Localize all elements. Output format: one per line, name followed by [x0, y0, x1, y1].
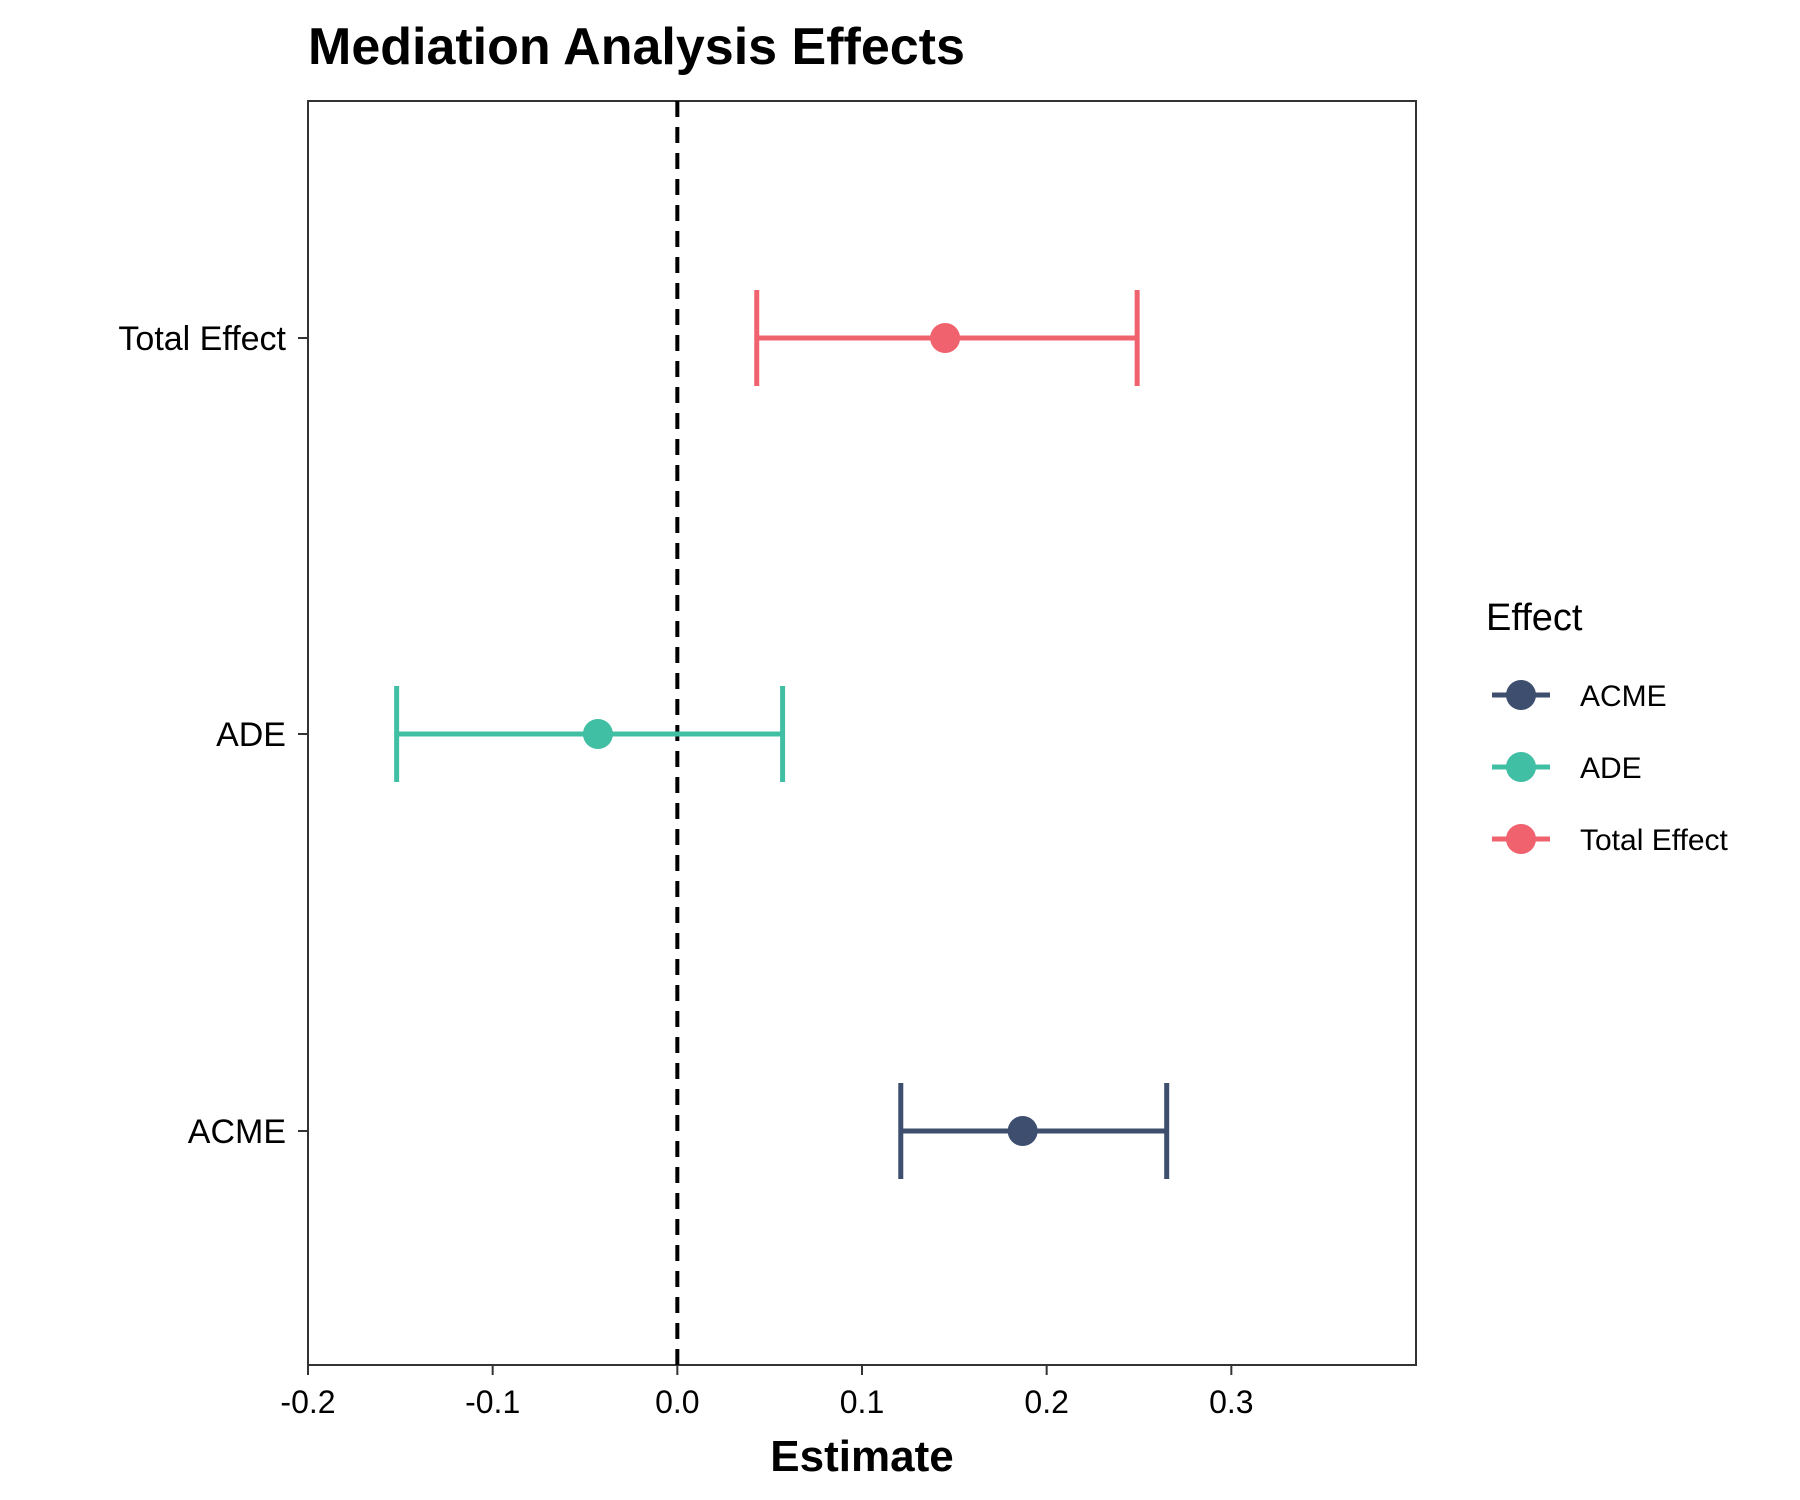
- y-tick-label: ACME: [188, 1113, 286, 1151]
- x-tick-label: -0.2: [280, 1384, 335, 1420]
- x-axis-label: Estimate: [770, 1432, 953, 1481]
- legend-key-point: [1506, 752, 1536, 782]
- x-axis: -0.2 -0.1 0.0 0.1 0.2 0.3: [280, 1365, 1254, 1420]
- x-tick-label: 0.0: [655, 1384, 699, 1420]
- legend-label: Total Effect: [1580, 824, 1729, 857]
- estimate-point: [582, 719, 613, 749]
- y-tick-label: ADE: [216, 716, 286, 754]
- legend-title: Effect: [1486, 597, 1583, 639]
- legend-key-point: [1506, 824, 1536, 854]
- legend: Effect ACME ADE Total Effect: [1486, 597, 1729, 857]
- estimate-point: [930, 323, 961, 353]
- legend-key-point: [1506, 680, 1536, 710]
- legend-label: ACME: [1580, 680, 1667, 713]
- y-axis: Total Effect ADE ACME: [118, 320, 308, 1151]
- x-tick-label: 0.2: [1024, 1384, 1068, 1420]
- estimate-point: [1007, 1116, 1038, 1146]
- x-tick-label: 0.1: [840, 1384, 884, 1420]
- chart-title: Mediation Analysis Effects: [308, 18, 965, 76]
- legend-entries: ACME ADE Total Effect: [1492, 680, 1729, 857]
- x-tick-label: 0.3: [1209, 1384, 1253, 1420]
- legend-label: ADE: [1580, 752, 1642, 785]
- error-bar-marks: [394, 290, 1170, 1179]
- y-tick-label: Total Effect: [118, 320, 286, 358]
- x-tick-label: -0.1: [465, 1384, 520, 1420]
